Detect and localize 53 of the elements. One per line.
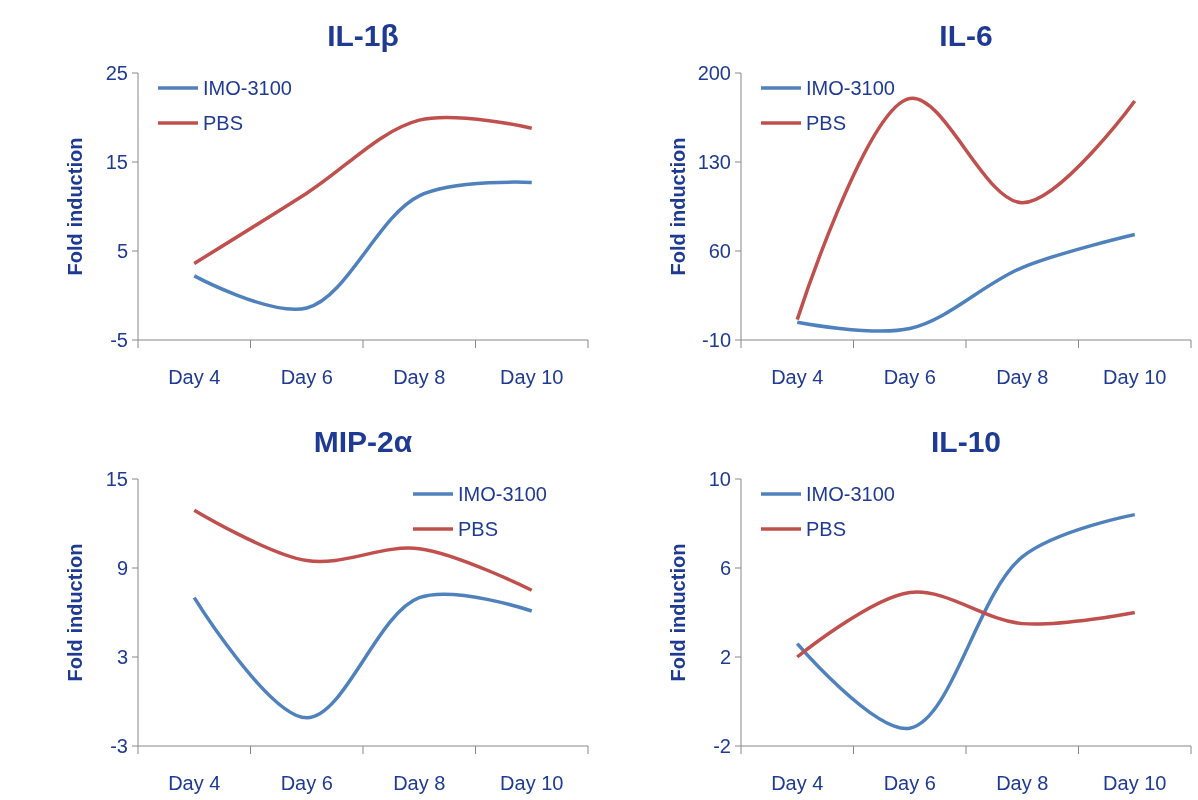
x-tick-label: Day 6 [280, 366, 333, 388]
y-tick-label: 6 [719, 557, 731, 579]
y-tick-label: 3 [116, 646, 128, 668]
x-tick-label: Day 4 [771, 772, 824, 794]
y-axis-title: Fold induction [64, 543, 86, 682]
y-tick-label: 200 [697, 62, 731, 84]
x-tick-label: Day 8 [393, 366, 446, 388]
legend-label: PBS [806, 518, 847, 540]
line-series [795, 96, 1137, 322]
y-tick-label: 10 [708, 468, 731, 490]
x-tick-label: Day 8 [996, 366, 1049, 388]
legend-label: PBS [458, 518, 499, 540]
y-tick-label: 25 [105, 62, 128, 84]
x-tick-label: Day 10 [500, 366, 564, 388]
line-series [795, 512, 1137, 730]
x-tick-label: Day 6 [280, 772, 333, 794]
y-tick-label: 130 [697, 151, 731, 173]
x-tick-label: Day 4 [168, 772, 221, 794]
line-series [795, 590, 1137, 659]
chart-title: IL-6 [939, 19, 993, 52]
line-series [192, 508, 534, 592]
y-tick-label: -5 [110, 329, 128, 351]
x-tick-label: Day 8 [393, 772, 446, 794]
y-tick-label: 15 [105, 468, 128, 490]
y-tick-label: 2 [719, 646, 731, 668]
x-tick-label: Day 10 [1103, 772, 1167, 794]
y-axis-title: Fold induction [64, 137, 86, 276]
legend-label: IMO-3100 [806, 483, 895, 505]
y-tick-label: -3 [110, 735, 128, 757]
chart-title: MIP-2α [313, 425, 413, 458]
y-tick-label: 60 [708, 240, 731, 262]
x-tick-label: Day 6 [883, 366, 936, 388]
y-axis-title: Fold induction [667, 137, 689, 276]
x-tick-label: Day 8 [996, 772, 1049, 794]
legend-label: IMO-3100 [203, 77, 292, 99]
y-tick-label: 5 [116, 240, 128, 262]
chart-title: IL-10 [930, 425, 1002, 458]
line-series [192, 180, 534, 311]
legend-label: IMO-3100 [806, 77, 895, 99]
x-tick-label: Day 4 [771, 366, 824, 388]
chart-title: IL-1β [327, 19, 399, 52]
x-tick-label: Day 6 [883, 772, 936, 794]
legend-label: PBS [203, 112, 244, 134]
y-tick-label: -10 [702, 329, 731, 351]
x-tick-label: Day 10 [1103, 366, 1167, 388]
y-tick-label: 9 [116, 557, 128, 579]
legend-label: IMO-3100 [458, 483, 547, 505]
y-tick-label: 15 [105, 151, 128, 173]
x-tick-label: Day 10 [500, 772, 564, 794]
y-tick-label: -2 [713, 735, 731, 757]
legend-label: PBS [806, 112, 847, 134]
x-tick-label: Day 4 [168, 366, 221, 388]
y-axis-title: Fold induction [667, 543, 689, 682]
